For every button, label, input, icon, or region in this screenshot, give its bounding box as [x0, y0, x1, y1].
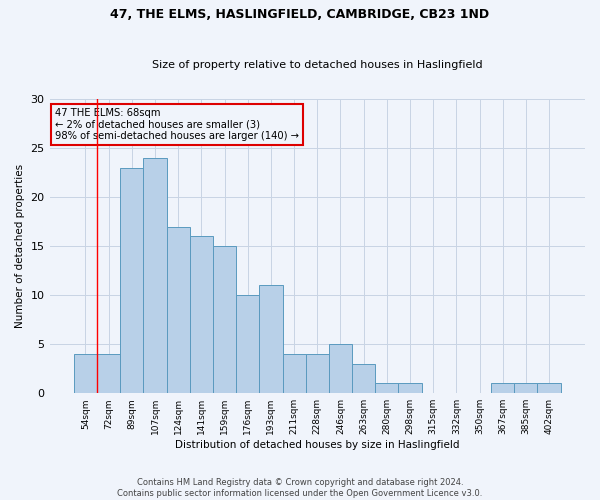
Bar [398, 384, 422, 393]
Bar [259, 286, 283, 393]
Y-axis label: Number of detached properties: Number of detached properties [15, 164, 25, 328]
Bar [375, 384, 398, 393]
Bar [190, 236, 213, 393]
Title: Size of property relative to detached houses in Haslingfield: Size of property relative to detached ho… [152, 60, 482, 70]
Bar [329, 344, 352, 393]
Bar [514, 384, 538, 393]
Text: Contains HM Land Registry data © Crown copyright and database right 2024.
Contai: Contains HM Land Registry data © Crown c… [118, 478, 482, 498]
Bar [97, 354, 120, 393]
Text: 47 THE ELMS: 68sqm
← 2% of detached houses are smaller (3)
98% of semi-detached : 47 THE ELMS: 68sqm ← 2% of detached hous… [55, 108, 299, 141]
Bar [305, 354, 329, 393]
Bar [283, 354, 305, 393]
Bar [167, 226, 190, 393]
Bar [491, 384, 514, 393]
Text: 47, THE ELMS, HASLINGFIELD, CAMBRIDGE, CB23 1ND: 47, THE ELMS, HASLINGFIELD, CAMBRIDGE, C… [110, 8, 490, 20]
X-axis label: Distribution of detached houses by size in Haslingfield: Distribution of detached houses by size … [175, 440, 460, 450]
Bar [120, 168, 143, 393]
Bar [352, 364, 375, 393]
Bar [538, 384, 560, 393]
Bar [74, 354, 97, 393]
Bar [213, 246, 236, 393]
Bar [236, 295, 259, 393]
Bar [143, 158, 167, 393]
